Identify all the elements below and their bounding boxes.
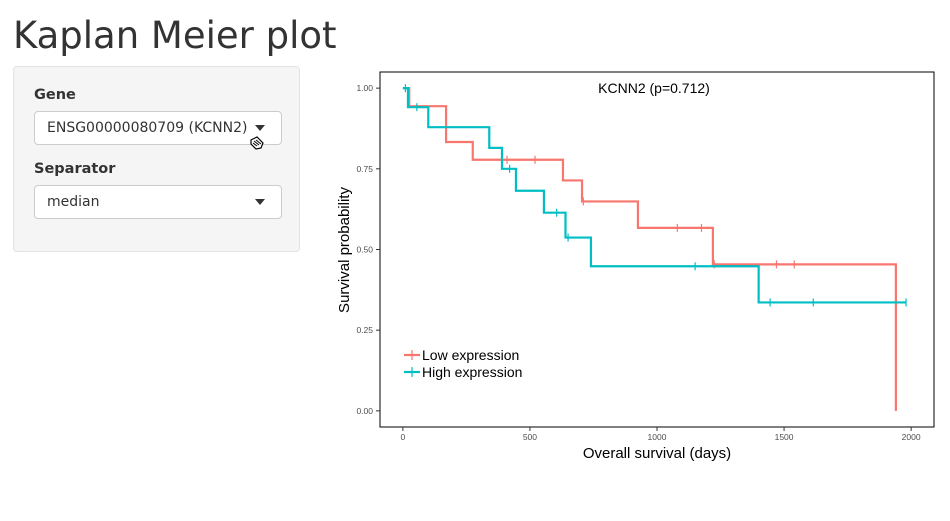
separator-select[interactable]: median	[34, 185, 282, 219]
gene-select-value: ENSG00000080709 (KCNN2)	[47, 120, 248, 136]
x-axis-label: Overall survival (days)	[583, 445, 731, 462]
y-axis: 0.00 0.25 0.50 0.75 1.00	[356, 83, 380, 416]
hand-pointer-icon	[250, 136, 264, 150]
x-tick-label: 1500	[775, 432, 794, 442]
legend: Low expression High expression	[404, 347, 522, 380]
y-tick-label: 0.50	[356, 245, 373, 255]
y-axis-label: Survival probability	[336, 187, 353, 313]
separator-label: Separator	[34, 161, 116, 177]
y-tick-label: 0.25	[356, 325, 373, 335]
separator-select-value: median	[47, 194, 100, 210]
series-layer	[402, 84, 907, 411]
x-tick-label: 1000	[648, 432, 667, 442]
y-tick-label: 0.00	[356, 406, 373, 416]
km-chart: 0.00 0.25 0.50 0.75 1.00 0 500 1000 1500 2000 KC…	[336, 71, 935, 462]
gene-label: Gene	[34, 87, 76, 103]
x-axis: 0 500 1000 1500 2000	[401, 427, 921, 442]
survival-curve-high	[402, 87, 907, 304]
y-tick-label: 1.00	[356, 83, 373, 93]
y-tick-label: 0.75	[356, 164, 373, 174]
page-title: Kaplan Meier plot	[13, 14, 337, 57]
survival-curve-low	[402, 87, 897, 411]
controls-panel: Gene ENSG00000080709 (KCNN2) Separator m…	[13, 66, 300, 252]
chart-title: KCNN2 (p=0.712)	[598, 80, 710, 96]
legend-label-low: Low expression	[422, 347, 519, 363]
x-tick-label: 0	[401, 432, 406, 442]
x-tick-label: 2000	[902, 432, 921, 442]
x-tick-label: 500	[523, 432, 537, 442]
chevron-down-icon	[255, 199, 265, 205]
gene-select[interactable]: ENSG00000080709 (KCNN2)	[34, 111, 282, 145]
plot-panel	[379, 71, 935, 428]
legend-label-high: High expression	[422, 364, 522, 380]
chevron-down-icon	[255, 125, 265, 131]
